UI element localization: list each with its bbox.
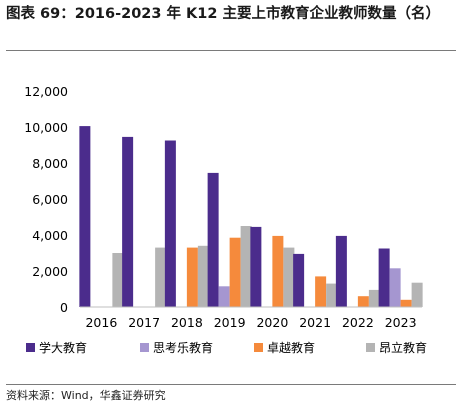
legend-item: 昂立教育 [366, 340, 427, 355]
x-tick-label: 2016 [85, 315, 117, 330]
bar [389, 268, 401, 307]
x-tick-label: 2021 [299, 315, 331, 330]
bar [283, 247, 295, 307]
bar [326, 283, 338, 307]
bar [335, 235, 347, 307]
bar [293, 253, 305, 307]
bar [229, 237, 241, 307]
legend-swatch [140, 343, 149, 352]
legend-label: 卓越教育 [267, 340, 315, 355]
bar [155, 247, 167, 307]
legend-item: 思考乐教育 [140, 340, 213, 355]
y-tick-label: 0 [60, 300, 68, 315]
chart-title: 图表 69：2016-2023 年 K12 主要上市教育企业教师数量（名） [6, 6, 441, 22]
bar [411, 282, 423, 307]
legend-label: 学大教育 [39, 340, 87, 355]
bars [79, 126, 423, 307]
bar [112, 253, 124, 307]
bar [197, 245, 209, 307]
x-tick-label: 2019 [214, 315, 246, 330]
legend-swatch [26, 343, 35, 352]
legend-swatch [366, 343, 375, 352]
x-tick-label: 2023 [385, 315, 417, 330]
y-tick-label: 12,000 [24, 84, 68, 99]
bar [122, 136, 134, 307]
bar [186, 247, 198, 307]
legend-label: 昂立教育 [379, 340, 427, 355]
legend: 学大教育 思考乐教育 卓越教育 昂立教育 [26, 340, 427, 355]
bar [400, 299, 412, 307]
source-divider [6, 384, 456, 385]
y-axis: 0 2,000 4,000 6,000 8,000 10,000 12,000 [24, 84, 68, 315]
bar [250, 226, 262, 307]
title-divider [6, 50, 456, 51]
x-tick-label: 2017 [128, 315, 160, 330]
bar [207, 172, 219, 307]
bar [79, 126, 91, 307]
y-tick-label: 8,000 [32, 156, 68, 171]
source-note: 资料来源：Wind，华鑫证券研究 [6, 389, 166, 402]
bar [368, 289, 380, 307]
y-tick-label: 4,000 [32, 228, 68, 243]
bar [315, 276, 327, 307]
x-tick-label: 2020 [256, 315, 288, 330]
y-tick-label: 10,000 [24, 120, 68, 135]
x-tick-label: 2022 [342, 315, 374, 330]
bar [164, 140, 176, 307]
x-tick-label: 2018 [171, 315, 203, 330]
legend-item: 学大教育 [26, 340, 87, 355]
bar [272, 235, 284, 307]
bar [357, 296, 369, 307]
legend-swatch [254, 343, 263, 352]
bar [218, 286, 230, 307]
bar [240, 226, 252, 307]
y-tick-label: 6,000 [32, 192, 68, 207]
bar [378, 248, 390, 307]
legend-item: 卓越教育 [254, 340, 315, 355]
x-axis: 2016 2017 2018 2019 2020 2021 2022 2023 [85, 315, 416, 330]
legend-label: 思考乐教育 [153, 340, 213, 355]
y-tick-label: 2,000 [32, 264, 68, 279]
